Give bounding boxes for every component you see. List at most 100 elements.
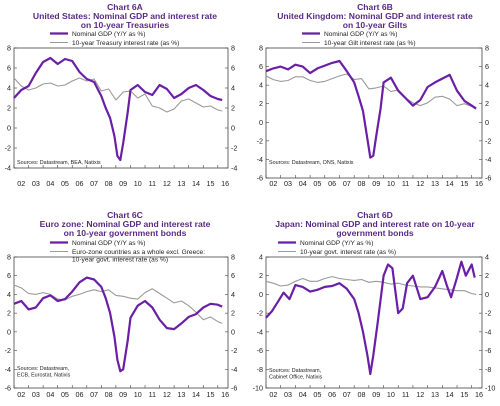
x-tick-label: 07	[90, 390, 98, 399]
y-tick-label-left: 0	[259, 290, 263, 299]
chart-subtitle-line: United States: Nominal GDP and interest …	[33, 11, 217, 21]
x-tick-label: 16	[221, 179, 229, 188]
plot-frame	[265, 256, 483, 389]
x-tick-label: 14	[192, 390, 200, 399]
series-line-nominal-gdp	[13, 56, 223, 162]
source-note: Sources: Datastream, BEA, Natixis	[17, 160, 101, 166]
y-tick-label-left: 8	[7, 253, 11, 262]
y-tick-label-left: -6	[257, 346, 263, 355]
y-tick-label-left: -6	[5, 384, 11, 393]
y-tick-label-left: 2	[7, 309, 11, 318]
x-tick-label: 08	[105, 179, 113, 188]
x-tick-label: 12	[416, 390, 424, 399]
y-tick-label-right: -2	[231, 346, 237, 355]
y-tick-label-right: 8	[485, 44, 489, 53]
y-tick-label-right: -4	[231, 365, 237, 374]
x-tick-label: 11	[149, 179, 156, 188]
legend-label: Nominal GDP (Y/Y as %)	[324, 31, 397, 38]
y-tick-label-left: 0	[7, 327, 11, 336]
y-tick-label-left: 4	[7, 290, 11, 299]
y-tick-label-left: 4	[259, 253, 263, 262]
x-tick-label: 11	[402, 179, 409, 188]
chart-subtitle-line: on 10-year Treasuries	[81, 20, 170, 30]
y-tick-label-left: 6	[7, 271, 11, 280]
x-tick-label: 11	[402, 390, 409, 399]
x-tick-label: 10	[134, 390, 142, 399]
x-tick-label: 16	[475, 390, 483, 399]
plot-frame	[13, 256, 229, 389]
y-tick-label-right: -2	[485, 136, 491, 145]
source-note: Sources: Datastream,	[17, 366, 70, 372]
x-tick-label: 06	[328, 390, 336, 399]
x-tick-label: 02	[269, 390, 277, 399]
y-tick-label-right: 0	[231, 124, 235, 133]
y-tick-label-right: 2	[231, 309, 235, 318]
series-line-nominal-gdp	[265, 260, 476, 376]
x-tick-label: 02	[17, 390, 25, 399]
x-tick-label: 04	[46, 179, 54, 188]
x-tick-label: 04	[299, 390, 307, 399]
chart-subtitle-line: Euro zone: Nominal GDP and interest rate	[40, 219, 211, 229]
y-tick-label-right: 2	[231, 104, 235, 113]
chart-title: Chart 6A	[107, 2, 143, 12]
x-tick-label: 09	[119, 179, 127, 188]
y-tick-label-right: 2	[485, 271, 489, 280]
legend-label: 10-year Treasury interest rate (as %)	[72, 40, 179, 47]
x-tick-label: 05	[61, 390, 69, 399]
y-tick-label-left: -4	[257, 327, 263, 336]
source-note: ECB, Eurostat, Natixis	[17, 373, 71, 379]
chart-title: Chart 6C	[107, 210, 143, 220]
series-line-interest-rate	[265, 276, 477, 295]
x-tick-label: 13	[177, 390, 185, 399]
x-tick-label: 04	[46, 390, 54, 399]
chart-subtitle-line: on 10-year Gilts	[343, 20, 408, 30]
y-tick-label-left: -2	[257, 309, 263, 318]
series-line-nominal-gdp	[265, 59, 477, 159]
x-tick-label: 09	[372, 390, 380, 399]
y-tick-label-left: -2	[5, 346, 11, 355]
y-tick-label-right: 6	[231, 271, 235, 280]
y-tick-label-left: 4	[7, 84, 11, 93]
x-tick-label: 15	[460, 179, 468, 188]
y-tick-label-right: 0	[485, 290, 489, 299]
y-tick-label-right: -4	[485, 327, 491, 336]
y-tick-label-right: 0	[485, 118, 489, 127]
y-tick-label-left: -8	[257, 365, 263, 374]
x-tick-label: 08	[105, 390, 113, 399]
x-tick-label: 03	[284, 179, 292, 188]
x-tick-label: 13	[431, 390, 439, 399]
y-tick-label-right: -6	[485, 174, 491, 183]
chart-subtitle-line: on 10-year government bonds	[64, 228, 187, 238]
y-tick-label-left: -10	[253, 384, 263, 393]
y-tick-label-right: 0	[231, 327, 235, 336]
x-tick-label: 13	[177, 179, 185, 188]
x-tick-label: 12	[163, 179, 171, 188]
y-tick-label-left: -4	[5, 365, 11, 374]
x-tick-label: 15	[460, 390, 468, 399]
x-tick-label: 10	[387, 390, 395, 399]
y-tick-label-left: 6	[259, 62, 263, 71]
x-tick-label: 11	[149, 390, 156, 399]
y-tick-label-right: -6	[485, 346, 491, 355]
x-tick-label: 02	[269, 179, 277, 188]
x-tick-label: 07	[90, 179, 98, 188]
x-tick-label: 07	[343, 390, 351, 399]
y-tick-label-right: 8	[231, 44, 235, 53]
source-note: Cabinet Office, Natixis	[269, 375, 323, 381]
x-tick-label: 07	[343, 179, 351, 188]
y-tick-label-right: 4	[231, 84, 235, 93]
plot-frame	[265, 47, 483, 179]
legend-label: Euro-zone countries as a whole excl. Gre…	[72, 249, 205, 256]
x-tick-label: 13	[431, 179, 439, 188]
y-tick-label-left: -4	[5, 164, 11, 173]
y-tick-label-left: 8	[7, 44, 11, 53]
x-tick-label: 12	[163, 390, 171, 399]
y-tick-label-right: -2	[231, 144, 237, 153]
series-line-interest-rate	[265, 73, 477, 110]
legend-label: Nominal GDP (Y/Y as %)	[300, 240, 373, 247]
legend-label: Nominal GDP (Y/Y as %)	[72, 240, 145, 247]
